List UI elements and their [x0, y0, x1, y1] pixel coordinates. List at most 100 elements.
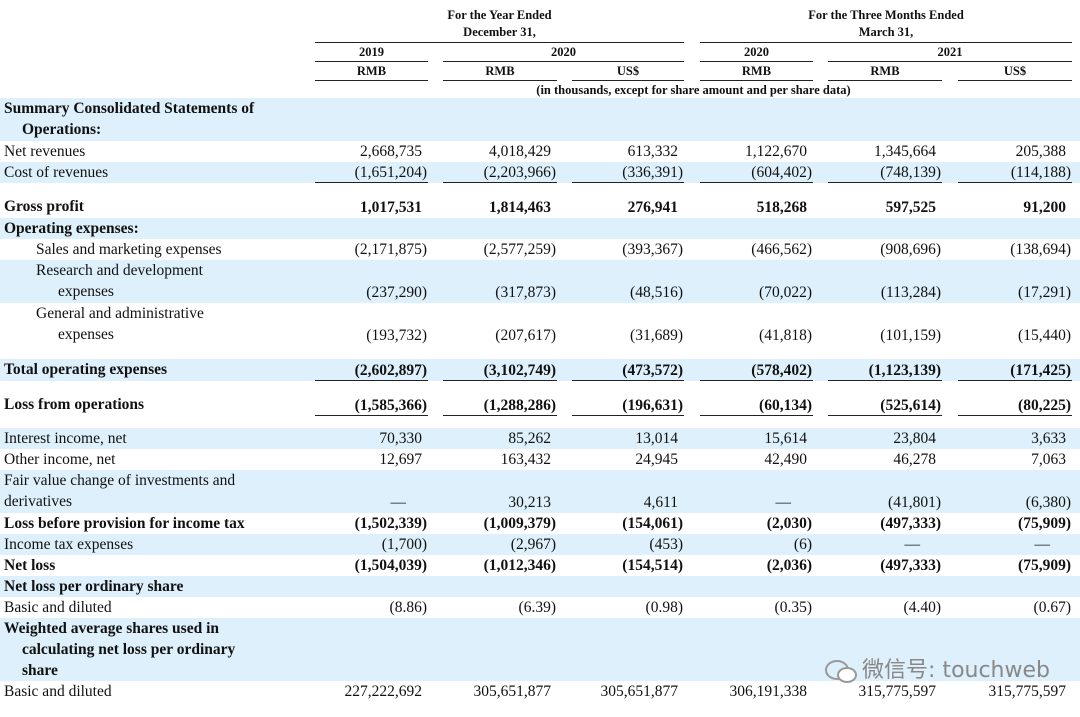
cell-value: 70,330: [379, 430, 422, 447]
row-label: Fair value change of investments and: [4, 471, 236, 489]
cell-value: (317,873): [495, 284, 556, 301]
cell-value: (393,367): [622, 241, 683, 258]
group-header: December 31,: [463, 25, 536, 39]
cell-value: 2,668,735: [360, 143, 422, 160]
cell-value: 205,388: [1015, 143, 1066, 160]
row-label: calculating net loss per ordinary: [22, 640, 236, 658]
header-rule: [315, 42, 684, 43]
row-label: derivatives: [4, 493, 73, 511]
cell-value: 518,268: [756, 199, 807, 216]
currency-header: US$: [1003, 64, 1027, 78]
cell-value: 13,014: [635, 430, 678, 447]
cell-value: (154,061): [622, 515, 683, 532]
cell-rule: [443, 380, 557, 381]
cell-rule: [572, 380, 684, 381]
cell-value: 305,651,877: [473, 683, 552, 700]
row-label: Other income, net: [4, 450, 116, 468]
header-rule: [700, 42, 1072, 43]
cell-value: (908,696): [880, 241, 941, 258]
cell-value: 1,345,664: [874, 143, 936, 160]
cell-value: (113,284): [880, 284, 941, 301]
cell-value: (497,333): [880, 515, 941, 532]
row-band: [0, 534, 1080, 555]
cell-rule: [958, 182, 1072, 183]
cell-value: (2,203,966): [483, 164, 556, 181]
group-header: For the Three Months Ended: [808, 8, 964, 22]
cell-value: 7,063: [1031, 451, 1066, 468]
row-label: Total operating expenses: [4, 361, 168, 378]
group-header: For the Year Ended: [447, 8, 552, 22]
wechat-icon: [825, 660, 858, 683]
cell-value: 227,222,692: [344, 683, 423, 700]
cell-value: (473,572): [622, 362, 683, 379]
header-rule: [572, 80, 684, 81]
group-header: March 31,: [858, 25, 914, 39]
row-label: expenses: [58, 283, 114, 301]
cell-value: (15,440): [1018, 327, 1071, 344]
row-label: Operations:: [22, 121, 102, 139]
cell-value: (41,818): [759, 327, 812, 344]
cell-value: (114,188): [1010, 164, 1071, 181]
header-rule: [958, 80, 1072, 81]
cell-value: (171,425): [1010, 362, 1071, 379]
cell-value: (138,694): [1010, 241, 1071, 258]
row-label: Net loss per ordinary share: [4, 577, 184, 595]
cell-value: 597,525: [885, 199, 936, 216]
watermark: 微信号: touchweb: [824, 652, 1050, 684]
cell-value: 42,490: [764, 451, 807, 468]
row-band: [0, 260, 1080, 303]
cell-value: —: [1034, 536, 1051, 553]
cell-value: (2,030): [766, 515, 812, 532]
cell-value: —: [775, 494, 792, 511]
row-band: [0, 428, 1080, 449]
cell-value: (1,288,286): [483, 397, 556, 414]
cell-value: —: [390, 494, 407, 511]
cell-value: (0.98): [645, 599, 683, 616]
row-label: Basic and diluted: [4, 598, 112, 616]
cell-value: (41,801): [888, 494, 941, 511]
row-band: [0, 359, 1080, 381]
row-band: [0, 98, 1080, 141]
cell-rule: [700, 182, 813, 183]
cell-rule: [443, 182, 557, 183]
row-label: Operating expenses:: [4, 219, 139, 237]
cell-value: 4,018,429: [489, 143, 551, 160]
cell-rule: [958, 415, 1072, 416]
cell-value: 315,775,597: [858, 683, 937, 700]
cell-value: (1,504,039): [354, 557, 427, 574]
unit-note: (in thousands, except for share amount a…: [536, 83, 851, 97]
cell-rule: [958, 380, 1072, 381]
row-label: Income tax expenses: [4, 535, 134, 553]
year-header: 2020: [744, 45, 769, 59]
year-header: 2020: [551, 45, 576, 59]
cell-value: —: [904, 536, 921, 553]
row-band: [0, 162, 1080, 183]
cell-value: (75,909): [1018, 515, 1071, 532]
cell-value: (196,631): [622, 397, 683, 414]
row-label: Summary Consolidated Statements of: [4, 99, 255, 117]
cell-value: 30,213: [508, 494, 551, 511]
cell-value: 15,614: [764, 430, 807, 447]
cell-value: (1,502,339): [354, 515, 427, 532]
row-label: Basic and diluted: [4, 682, 112, 700]
currency-header: RMB: [485, 64, 515, 78]
currency-header: RMB: [870, 64, 900, 78]
row-label: Interest income, net: [4, 429, 127, 447]
cell-value: 23,804: [893, 430, 936, 447]
cell-value: (578,402): [751, 362, 812, 379]
row-label: expenses: [58, 326, 114, 344]
row-label: Loss from operations: [4, 396, 145, 413]
header-rule: [315, 61, 428, 62]
cell-value: (237,290): [366, 284, 427, 301]
cell-value: 91,200: [1023, 199, 1066, 216]
cell-value: (604,402): [751, 164, 812, 181]
cell-value: 46,278: [893, 451, 936, 468]
cell-value: (466,562): [751, 241, 812, 258]
cell-value: (525,614): [880, 397, 941, 414]
cell-rule: [315, 415, 428, 416]
cell-value: (207,617): [495, 327, 556, 344]
cell-value: 315,775,597: [988, 683, 1067, 700]
cell-value: (748,139): [880, 164, 941, 181]
cell-value: (0.35): [774, 599, 812, 616]
cell-value: (1,009,379): [483, 515, 556, 532]
